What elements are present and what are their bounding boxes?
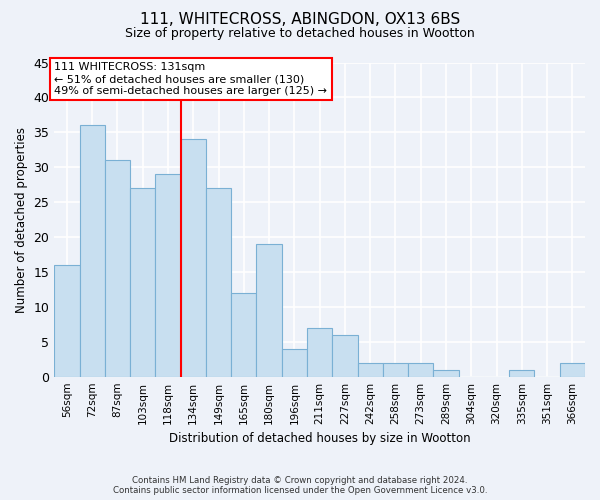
Text: Size of property relative to detached houses in Wootton: Size of property relative to detached ho… [125, 28, 475, 40]
Bar [54, 265, 80, 376]
Bar [560, 362, 585, 376]
Bar [231, 293, 256, 376]
Y-axis label: Number of detached properties: Number of detached properties [15, 126, 28, 312]
X-axis label: Distribution of detached houses by size in Wootton: Distribution of detached houses by size … [169, 432, 470, 445]
Text: 111 WHITECROSS: 131sqm
← 51% of detached houses are smaller (130)
49% of semi-de: 111 WHITECROSS: 131sqm ← 51% of detached… [54, 62, 327, 96]
Text: 111, WHITECROSS, ABINGDON, OX13 6BS: 111, WHITECROSS, ABINGDON, OX13 6BS [140, 12, 460, 28]
Bar [332, 335, 358, 376]
Bar [105, 160, 130, 376]
Bar [408, 362, 433, 376]
Text: Contains HM Land Registry data © Crown copyright and database right 2024.
Contai: Contains HM Land Registry data © Crown c… [113, 476, 487, 495]
Bar [181, 140, 206, 376]
Bar [509, 370, 535, 376]
Bar [307, 328, 332, 376]
Bar [282, 349, 307, 376]
Bar [433, 370, 458, 376]
Bar [80, 126, 105, 376]
Bar [130, 188, 155, 376]
Bar [155, 174, 181, 376]
Bar [206, 188, 231, 376]
Bar [358, 362, 383, 376]
Bar [383, 362, 408, 376]
Bar [256, 244, 282, 376]
